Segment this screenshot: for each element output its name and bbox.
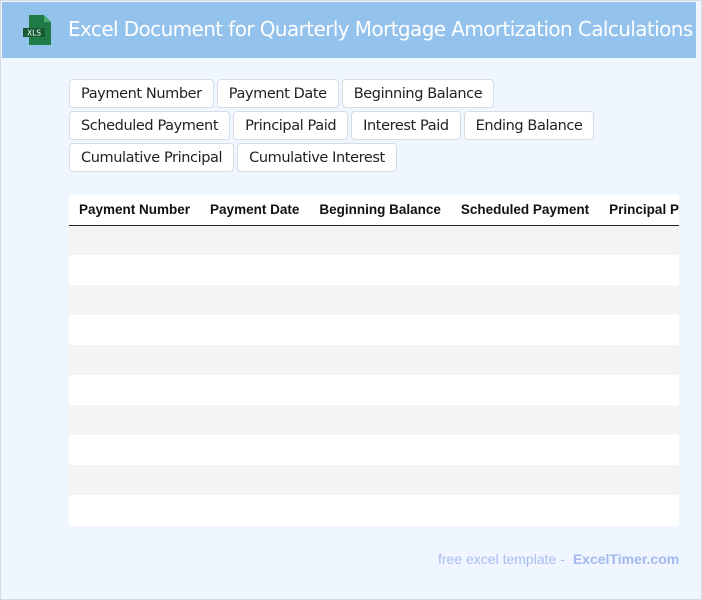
table-cell[interactable] [309,315,451,345]
table-cell[interactable] [69,405,201,435]
table-row [69,375,679,405]
footer-text: free excel template - [438,551,565,567]
table-row [69,465,679,495]
column-chip[interactable]: Principal Paid [233,111,349,140]
table-cell[interactable] [200,285,310,315]
table-cell[interactable] [69,285,201,315]
table-row [69,225,679,255]
table-cell[interactable] [450,285,600,315]
table-cell[interactable] [599,375,679,405]
table-cell[interactable] [69,225,201,255]
table-cell[interactable] [599,285,679,315]
table-cell[interactable] [599,255,679,285]
table-cell[interactable] [69,255,201,285]
column-chip[interactable]: Scheduled Payment [69,111,231,140]
table-cell[interactable] [69,375,201,405]
table-cell[interactable] [309,495,451,525]
table-cell[interactable] [200,465,310,495]
column-header: Principal Paid [599,195,679,226]
title-bar: XLS Excel Document for Quarterly Mortgag… [2,2,696,58]
table-cell[interactable] [69,435,201,465]
table-cell[interactable] [599,345,679,375]
table-cell[interactable] [69,315,201,345]
table-cell[interactable] [200,345,310,375]
column-header: Scheduled Payment [450,195,600,226]
column-chip[interactable]: Cumulative Principal [69,143,235,172]
table-row [69,405,679,435]
brand-link[interactable]: ExcelTimer.com [572,551,680,567]
table-cell[interactable] [599,315,679,345]
table-header-row: Payment Number Payment Date Beginning Bala… [69,195,679,226]
table-cell[interactable] [450,405,600,435]
table-cell[interactable] [69,495,201,525]
table-row [69,435,679,465]
table-cell[interactable] [450,225,600,255]
column-header: Payment Date [200,195,310,226]
table-cell[interactable] [599,495,679,525]
table-row [69,345,679,375]
table-cell[interactable] [450,435,600,465]
table-row [69,315,679,345]
table-cell[interactable] [309,435,451,465]
table-cell[interactable] [200,225,310,255]
page-title: Excel Document for Quarterly Mortgage Am… [68,17,693,41]
column-header: Beginning Balance [309,195,451,226]
column-chip[interactable]: Cumulative Interest [237,143,397,172]
table-cell[interactable] [200,405,310,435]
table-cell[interactable] [450,315,600,345]
table-row [69,285,679,315]
column-chip[interactable]: Payment Date [216,79,339,108]
table-cell[interactable] [599,405,679,435]
column-chip[interactable]: Interest Paid [351,111,461,140]
table-row [69,495,679,525]
table-cell[interactable] [599,435,679,465]
table-cell[interactable] [450,495,600,525]
table-cell[interactable] [309,225,451,255]
column-chips: Payment Number Payment Date Beginning Bala… [69,79,649,172]
table-cell[interactable] [309,285,451,315]
table-cell[interactable] [200,495,310,525]
table-cell[interactable] [599,225,679,255]
table-row [69,255,679,285]
table-cell[interactable] [599,465,679,495]
table-cell[interactable] [450,465,600,495]
table-cell[interactable] [200,375,310,405]
column-header: Payment Number [69,195,201,226]
table-cell[interactable] [69,345,201,375]
footer: free excel template - ExcelTimer.com [438,551,679,567]
table-cell[interactable] [309,255,451,285]
table-cell[interactable] [309,405,451,435]
table-cell[interactable] [200,435,310,465]
xls-file-icon: XLS [23,15,51,45]
table-cell[interactable] [200,315,310,345]
table-cell[interactable] [309,375,451,405]
column-chip[interactable]: Beginning Balance [341,79,495,108]
column-chip[interactable]: Ending Balance [463,111,595,140]
table-cell[interactable] [450,255,600,285]
table-cell[interactable] [69,465,201,495]
table-cell[interactable] [309,345,451,375]
table-cell[interactable] [450,345,600,375]
svg-text:XLS: XLS [27,29,41,38]
table-cell[interactable] [200,255,310,285]
table-cell[interactable] [309,465,451,495]
table-cell[interactable] [450,375,600,405]
amortization-table[interactable]: Payment Number Payment Date Beginning Bala… [69,195,679,526]
column-chip[interactable]: Payment Number [69,79,214,108]
